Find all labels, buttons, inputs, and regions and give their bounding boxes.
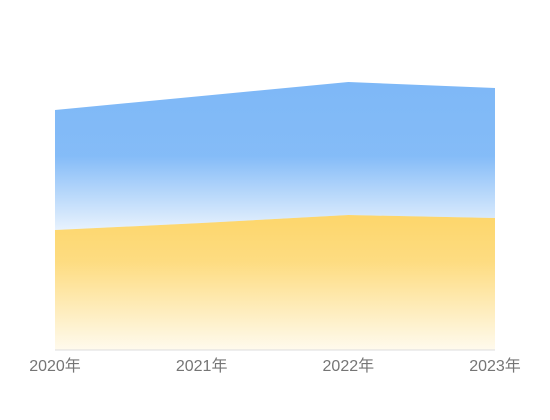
x-tick-label: 2021年 [176, 357, 228, 375]
area [55, 82, 495, 230]
x-tick-label: 2023年 [469, 357, 521, 375]
x-tick-label: 2022年 [323, 357, 375, 375]
x-tick-label: 2020年 [29, 357, 81, 375]
area [55, 215, 495, 350]
